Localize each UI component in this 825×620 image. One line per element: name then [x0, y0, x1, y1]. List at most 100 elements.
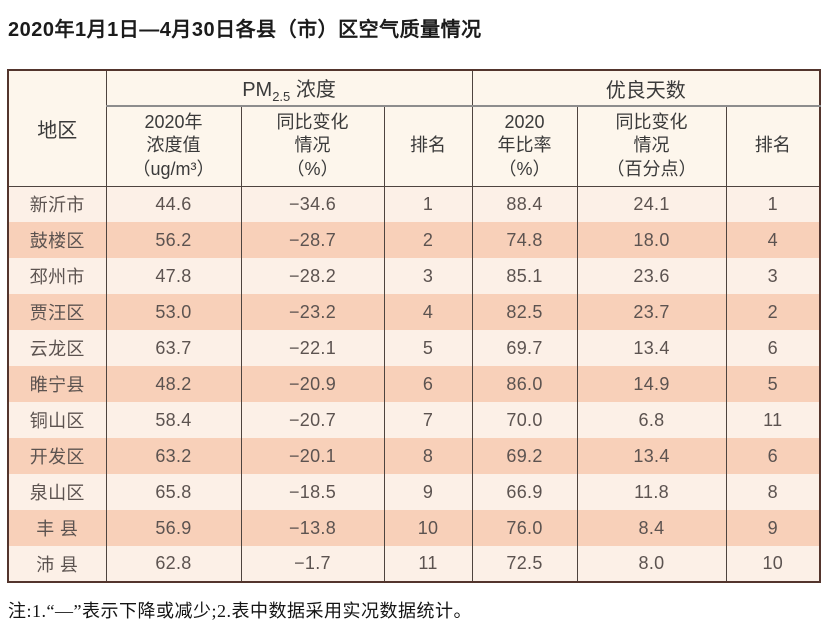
cell-pm-rank: 5: [384, 330, 473, 366]
cell-good-rank: 3: [767, 265, 778, 286]
cell-good-rank: 4: [767, 229, 778, 250]
table-header: 地区 PM2.5 浓度 优良天数 2020年 浓度值 （ug/m³） 同比变化 …: [8, 70, 821, 187]
cell-pm-change: −23.2: [241, 294, 385, 330]
cell-good-change: 8.0: [577, 546, 727, 582]
cell-good-change: 23.7: [577, 294, 727, 330]
cell-pm-value: 48.2: [106, 366, 242, 402]
cell-pm-value: 56.2: [106, 222, 242, 258]
cell-pm-rank: 11: [384, 546, 473, 582]
cell-pm-change: −28.7: [241, 222, 385, 258]
cell-region: 新沂市: [8, 186, 107, 222]
table-row: 鼓楼区 56.2 −28.7 2 74.8 18.0 4: [8, 222, 821, 258]
cell-pm-value: 44.6: [106, 186, 242, 222]
sub-header-row: 2020年 浓度值 （ug/m³） 同比变化 情况 （%） 排名 2020 年比…: [8, 106, 821, 187]
cell-pm-change: −34.6: [241, 186, 385, 222]
cell-pm-rank: 9: [384, 474, 473, 510]
cell-pm-rank: 6: [384, 366, 473, 402]
cell-region: 泉山区: [8, 474, 107, 510]
cell-good-rank: 11: [763, 409, 783, 430]
column-header-good-change: 同比变化 情况 （百分点）: [577, 106, 727, 187]
table-row: 铜山区 58.4 −20.7 7 70.0 6.8 11: [8, 402, 821, 438]
cell-good-change: 13.4: [577, 330, 727, 366]
cell-pm-value: 47.8: [106, 258, 242, 294]
cell-pm-rank: 4: [384, 294, 473, 330]
pm-label-subscript: 2.5: [272, 88, 291, 104]
cell-good-change: 6.8: [577, 402, 727, 438]
pm-label-suffix: 浓度: [290, 78, 336, 101]
table-row: 邳州市 47.8 −28.2 3 85.1 23.6 3: [8, 258, 821, 294]
cell-good-rank: 9: [767, 517, 778, 538]
column-header-good-ratio: 2020 年比率 （%）: [472, 106, 578, 187]
table-row: 云龙区 63.7 −22.1 5 69.7 13.4 6: [8, 330, 821, 366]
cell-pm-change: −20.7: [241, 402, 385, 438]
group-header-pm25: PM2.5 浓度: [106, 70, 473, 107]
cell-pm-rank: 7: [384, 402, 473, 438]
cell-good-rank: 2: [767, 301, 778, 322]
cell-pm-value: 53.0: [106, 294, 242, 330]
cell-pm-rank: 1: [384, 186, 473, 222]
column-header-pm-rank: 排名: [384, 106, 473, 187]
cell-good-rank: 6: [767, 337, 778, 358]
cell-good-ratio: 69.2: [472, 438, 578, 474]
cell-pm-change: −20.9: [241, 366, 385, 402]
cell-good-ratio: 74.8: [472, 222, 578, 258]
cell-pm-value: 58.4: [106, 402, 242, 438]
cell-good-change: 8.4: [577, 510, 727, 546]
page-title: 2020年1月1日—4月30日各县（市）区空气质量情况: [8, 19, 482, 41]
cell-good-rank: 1: [767, 193, 778, 214]
group-header-good-days: 优良天数: [472, 70, 821, 107]
cell-region: 鼓楼区: [8, 222, 107, 258]
table-row: 睢宁县 48.2 −20.9 6 86.0 14.9 5: [8, 366, 821, 402]
table-row: 贾汪区 53.0 −23.2 4 82.5 23.7 2: [8, 294, 821, 330]
cell-pm-value: 56.9: [106, 510, 242, 546]
air-quality-table: 地区 PM2.5 浓度 优良天数 2020年 浓度值 （ug/m³） 同比变化 …: [7, 69, 822, 583]
cell-good-rank: 8: [767, 481, 778, 502]
table-row: 泉山区 65.8 −18.5 9 66.9 11.8 8: [8, 474, 821, 510]
cell-good-ratio: 70.0: [472, 402, 578, 438]
cell-pm-rank: 2: [384, 222, 473, 258]
cell-region: 开发区: [8, 438, 107, 474]
cell-pm-rank: 3: [384, 258, 473, 294]
cell-region: 睢宁县: [8, 366, 107, 402]
cell-pm-change: −18.5: [241, 474, 385, 510]
cell-region: 云龙区: [8, 330, 107, 366]
cell-good-ratio: 88.4: [472, 186, 578, 222]
cell-good-change: 13.4: [577, 438, 727, 474]
cell-good-ratio: 86.0: [472, 366, 578, 402]
column-header-pm-value: 2020年 浓度值 （ug/m³）: [106, 106, 242, 187]
table-row: 开发区 63.2 −20.1 8 69.2 13.4 6: [8, 438, 821, 474]
cell-good-rank: 6: [767, 445, 778, 466]
cell-good-ratio: 85.1: [472, 258, 578, 294]
cell-good-ratio: 66.9: [472, 474, 578, 510]
cell-region: 邳州市: [8, 258, 107, 294]
cell-good-change: 24.1: [577, 186, 727, 222]
cell-good-change: 18.0: [577, 222, 727, 258]
cell-pm-value: 63.2: [106, 438, 242, 474]
cell-region: 沛 县: [8, 546, 107, 582]
table-row: 新沂市 44.6 −34.6 1 88.4 24.1 1: [8, 186, 821, 222]
cell-pm-change: −13.8: [241, 510, 385, 546]
cell-good-ratio: 82.5: [472, 294, 578, 330]
column-header-region: 地区: [8, 70, 107, 187]
footnote: 注:1.“—”表示下降或减少;2.表中数据采用实况数据统计。: [8, 601, 472, 620]
cell-good-change: 14.9: [577, 366, 727, 402]
cell-good-change: 11.8: [577, 474, 727, 510]
table-row: 沛 县 62.8 −1.7 11 72.5 8.0 10: [8, 546, 821, 582]
cell-good-rank: 5: [767, 373, 778, 394]
cell-pm-change: −22.1: [241, 330, 385, 366]
cell-region: 丰 县: [8, 510, 107, 546]
cell-region: 贾汪区: [8, 294, 107, 330]
cell-pm-value: 65.8: [106, 474, 242, 510]
cell-pm-change: −28.2: [241, 258, 385, 294]
cell-good-ratio: 76.0: [472, 510, 578, 546]
cell-region: 铜山区: [8, 402, 107, 438]
cell-pm-value: 62.8: [106, 546, 242, 582]
cell-pm-change: −20.1: [241, 438, 385, 474]
cell-pm-rank: 10: [384, 510, 473, 546]
cell-pm-value: 63.7: [106, 330, 242, 366]
cell-good-ratio: 69.7: [472, 330, 578, 366]
table-body: 新沂市 44.6 −34.6 1 88.4 24.1 1 鼓楼区 56.2 −2…: [8, 186, 821, 582]
pm-label-prefix: PM: [242, 78, 273, 101]
column-header-pm-change: 同比变化 情况 （%）: [241, 106, 385, 187]
cell-good-rank: 10: [762, 553, 784, 573]
